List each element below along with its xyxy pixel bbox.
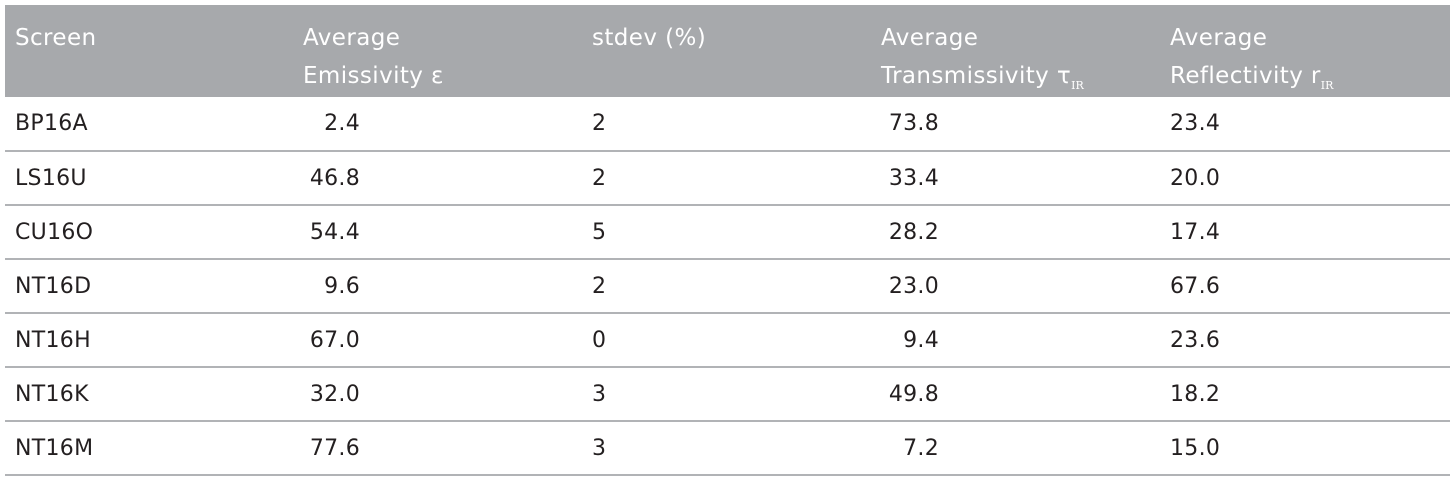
cell-reflectivity: 18.2	[1170, 382, 1221, 407]
header-reflectivity-text: Reflectivity r	[1170, 63, 1321, 89]
header-reflectivity-line2: Reflectivity rIR	[1170, 57, 1333, 105]
cell-screen: NT16H	[15, 328, 91, 353]
header-reflectivity-subscript: IR	[1320, 79, 1334, 92]
table-row: BP16A 2.4 2 73.8 23.4	[5, 97, 1450, 152]
header-transmissivity-line2: Transmissivity τIR	[881, 57, 1084, 105]
cell-screen: NT16K	[15, 382, 89, 407]
cell-stdev: 3	[592, 436, 607, 461]
cell-emissivity: 46.8	[309, 166, 360, 191]
header-transmissivity-subscript: IR	[1071, 79, 1084, 92]
header-stdev: stdev (%)	[592, 19, 706, 57]
cell-screen: NT16M	[15, 436, 94, 461]
table-header: Screen Average Emissivity ε stdev (%) Av…	[5, 5, 1450, 97]
cell-emissivity: 54.4	[309, 220, 360, 245]
cell-transmissivity: 23.0	[888, 274, 939, 299]
cell-transmissivity: 9.4	[903, 328, 939, 353]
cell-screen: NT16D	[15, 274, 92, 299]
cell-screen: CU16O	[15, 220, 94, 245]
cell-transmissivity: 7.2	[903, 436, 939, 461]
table-row: NT16K 32.0 3 49.8 18.2	[5, 368, 1450, 422]
header-emissivity: Average Emissivity ε	[303, 19, 444, 95]
cell-stdev: 5	[592, 220, 607, 245]
cell-emissivity: 67.0	[309, 328, 360, 353]
table-row: CU16O 54.4 5 28.2 17.4	[5, 206, 1450, 260]
cell-reflectivity: 67.6	[1170, 274, 1221, 299]
data-table: Screen Average Emissivity ε stdev (%) Av…	[5, 5, 1450, 476]
header-screen: Screen	[15, 19, 96, 57]
cell-transmissivity: 28.2	[888, 220, 939, 245]
cell-emissivity: 2.4	[324, 111, 360, 136]
table-row: LS16U 46.8 2 33.4 20.0	[5, 152, 1450, 206]
cell-transmissivity: 49.8	[888, 382, 939, 407]
cell-emissivity: 9.6	[324, 274, 360, 299]
header-transmissivity-text: Transmissivity τ	[881, 63, 1072, 89]
cell-reflectivity: 17.4	[1170, 220, 1221, 245]
cell-stdev: 0	[592, 328, 607, 353]
table-row: NT16D 9.6 2 23.0 67.6	[5, 260, 1450, 314]
cell-screen: BP16A	[15, 111, 88, 136]
table-body: BP16A 2.4 2 73.8 23.4 LS16U 46.8 2 33.4 …	[5, 97, 1450, 476]
header-emissivity-line1: Average	[303, 25, 401, 51]
table-row: NT16H 67.0 0 9.4 23.6	[5, 314, 1450, 368]
cell-transmissivity: 73.8	[888, 111, 939, 136]
table-row: NT16M 77.6 3 7.2 15.0	[5, 422, 1450, 476]
header-reflectivity: Average Reflectivity rIR	[1170, 19, 1333, 105]
header-reflectivity-line1: Average	[1170, 25, 1268, 51]
header-screen-label: Screen	[15, 25, 97, 51]
cell-stdev: 2	[592, 166, 607, 191]
header-stdev-label: stdev (%)	[592, 25, 707, 51]
cell-stdev: 2	[592, 274, 607, 299]
cell-reflectivity: 20.0	[1170, 166, 1221, 191]
cell-emissivity: 77.6	[309, 436, 360, 461]
cell-reflectivity: 23.6	[1170, 328, 1221, 353]
header-emissivity-line2: Emissivity ε	[303, 63, 444, 89]
cell-reflectivity: 23.4	[1170, 111, 1221, 136]
cell-stdev: 3	[592, 382, 607, 407]
cell-screen: LS16U	[15, 166, 87, 191]
cell-stdev: 2	[592, 111, 607, 136]
cell-emissivity: 32.0	[309, 382, 360, 407]
header-transmissivity-line1: Average	[881, 25, 979, 51]
cell-reflectivity: 15.0	[1170, 436, 1221, 461]
cell-transmissivity: 33.4	[888, 166, 939, 191]
header-transmissivity: Average Transmissivity τIR	[881, 19, 1084, 105]
